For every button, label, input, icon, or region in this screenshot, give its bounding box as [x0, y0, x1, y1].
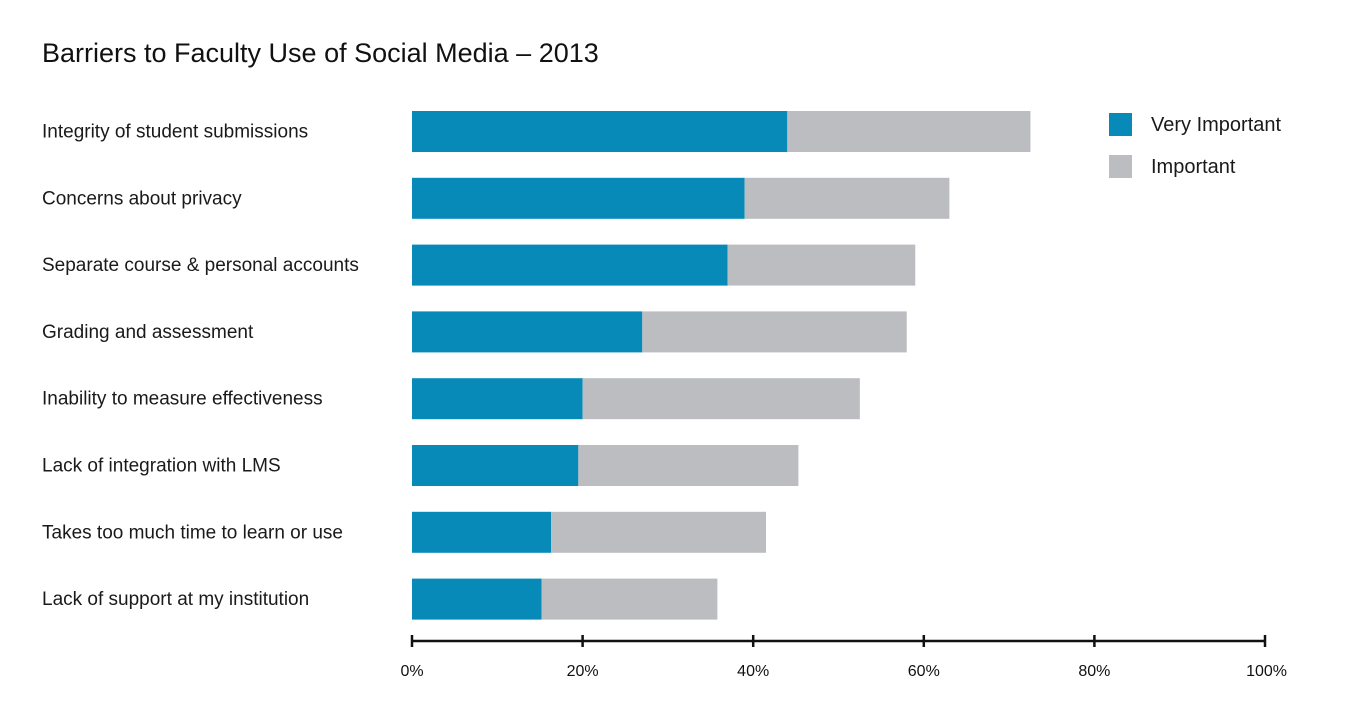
bar-very-important — [412, 511, 552, 553]
bar-important — [541, 578, 718, 620]
bar-very-important — [412, 111, 788, 152]
bar-important — [744, 177, 950, 219]
bar-very-important — [412, 578, 542, 620]
category-label: Lack of support at my institution — [42, 589, 309, 610]
category-label: Separate course & personal accounts — [42, 255, 359, 276]
bar-very-important — [412, 311, 643, 353]
category-labels: Integrity of student submissions Concerns… — [42, 122, 359, 611]
bar-very-important — [412, 244, 728, 286]
x-tick-label: 80% — [1078, 663, 1110, 680]
category-label: Lack of integration with LMS — [42, 456, 281, 477]
legend-label: Very Important — [1151, 114, 1282, 136]
legend-swatch-very-important — [1109, 113, 1132, 136]
category-label: Concerns about privacy — [42, 188, 242, 209]
category-label: Integrity of student submissions — [42, 122, 308, 143]
bar-very-important — [412, 177, 745, 219]
x-tick-label: 100% — [1246, 663, 1287, 680]
bar-important — [582, 378, 860, 420]
bar-very-important — [412, 445, 579, 486]
x-tick-label: 40% — [737, 663, 769, 680]
x-tick-label: 20% — [567, 663, 599, 680]
bar-important — [642, 311, 907, 353]
legend: Very Important Important — [1109, 113, 1282, 178]
x-tick-label: 0% — [400, 663, 423, 680]
bars-layer — [412, 111, 1031, 620]
bar-important — [551, 511, 766, 553]
x-axis: 0% 20% 40% 60% 80% 100% — [400, 635, 1287, 680]
legend-label: Important — [1151, 156, 1236, 178]
category-label: Inability to measure effectiveness — [42, 389, 323, 410]
category-label: Grading and assessment — [42, 322, 254, 343]
chart-title: Barriers to Faculty Use of Social Media … — [42, 38, 599, 68]
bar-very-important — [412, 378, 583, 420]
bar-important — [578, 445, 799, 486]
x-tick-label: 60% — [908, 663, 940, 680]
bar-important — [787, 111, 1031, 152]
category-label: Takes too much time to learn or use — [42, 522, 343, 543]
bar-important — [727, 244, 916, 286]
legend-swatch-important — [1109, 155, 1132, 178]
